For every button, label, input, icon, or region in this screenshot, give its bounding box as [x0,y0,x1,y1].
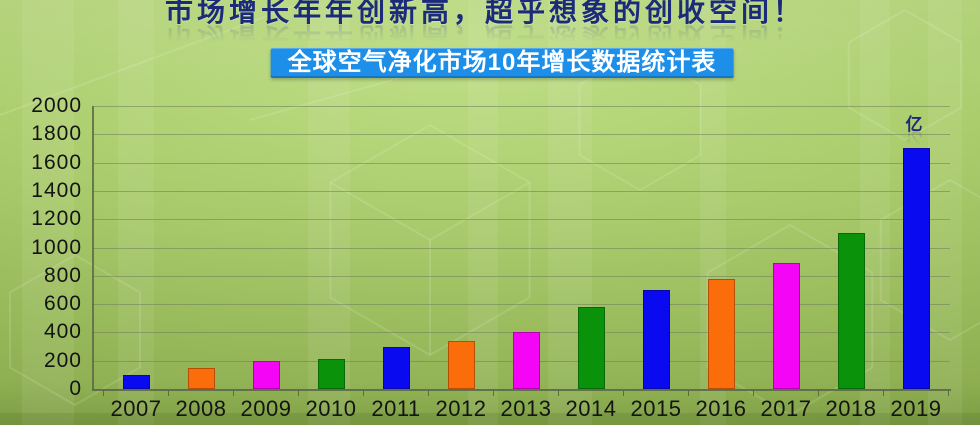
bar-2009 [252,360,280,389]
x-axis-tick [233,390,234,396]
x-axis-tick [623,390,624,396]
x-tick-label-2014: 2014 [565,396,617,421]
y-tick-label-600: 600 [43,292,82,316]
x-tick-label-2015: 2015 [630,396,682,421]
x-axis-tick [883,390,884,396]
bar-2012 [447,340,475,389]
y-tick-label-1800: 1800 [31,122,82,146]
bar-2008 [187,367,215,389]
gridline-1200 [93,219,950,221]
bar-2017 [772,263,800,389]
x-axis-tick [818,390,819,396]
y-tick-label-400: 400 [43,320,82,344]
gridline-1000 [93,247,950,249]
x-axis-tick [493,390,494,396]
x-axis-tick [428,390,429,396]
unit-label-reflection: 亿 [905,129,923,148]
y-tick-label-800: 800 [43,263,82,287]
bar-2010 [317,359,345,389]
bar-2007 [122,374,150,389]
bar-2019 [902,148,930,389]
x-axis-tick [363,390,364,396]
y-tick-label-1000: 1000 [31,235,82,259]
bar-2013 [512,332,540,389]
y-tick-label-0: 0 [69,377,82,400]
chart-title-banner: 全球空气净化市场10年增长数据统计表 [270,48,734,78]
y-tick-label-1600: 1600 [31,150,82,174]
x-tick-label-2010: 2010 [305,396,357,421]
x-axis-tick [168,390,169,396]
x-axis-line [92,389,951,391]
x-tick-label-2009: 2009 [240,396,292,421]
gridline-600 [93,304,950,306]
y-tick-label-1400: 1400 [31,178,82,202]
y-axis-line [92,106,94,390]
gridline-1800 [93,134,950,136]
x-tick-label-2008: 2008 [175,396,227,421]
chart-title: 全球空气净化市场10年增长数据统计表 [287,49,717,76]
x-tick-label-2016: 2016 [695,396,747,421]
bar-2014 [577,306,605,389]
bar-2018 [837,233,865,389]
x-axis-tick [753,390,754,396]
gridline-2000 [93,106,950,107]
bar-2011 [382,346,410,389]
header: 市场增长年年创新高，超乎想象的创收空间！ 市场增长年年创新高，超乎想象的创收空间… [0,0,980,53]
gridline-1400 [93,190,950,192]
bar-2015 [642,289,670,389]
x-axis-tick [298,390,299,396]
gridline-800 [93,275,950,277]
x-axis-tick [688,390,689,396]
y-tick-label-2000: 2000 [31,94,82,117]
x-tick-label-2007: 2007 [110,396,162,421]
x-tick-label-2018: 2018 [825,396,877,421]
x-axis-tick [558,390,559,396]
gridline-1600 [93,162,950,164]
x-axis-tick [948,390,949,396]
bar-2016 [707,278,735,389]
y-tick-label-200: 200 [43,348,82,372]
x-tick-label-2013: 2013 [500,396,552,421]
x-tick-label-2017: 2017 [760,396,812,421]
x-tick-label-2012: 2012 [435,396,487,421]
x-tick-label-2011: 2011 [371,396,421,421]
page-title: 市场增长年年创新高，超乎想象的创收空间！ [164,0,805,27]
x-tick-label-2019: 2019 [890,396,942,421]
y-tick-label-1200: 1200 [31,207,82,231]
unit-label: 亿 [905,115,923,134]
x-axis-tick [103,390,104,396]
